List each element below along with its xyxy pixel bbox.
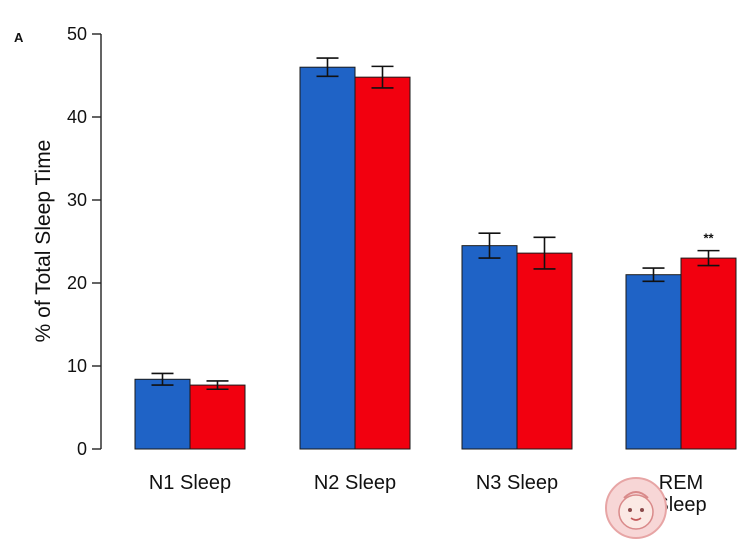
category-label: N2 Sleep xyxy=(314,472,396,494)
y-tick-label: 40 xyxy=(67,107,87,127)
bars xyxy=(134,66,737,450)
y-tick-label: 0 xyxy=(77,439,87,459)
error-bar xyxy=(206,380,229,391)
error-bar xyxy=(533,236,556,270)
y-tick-label: 10 xyxy=(67,356,87,376)
error-bar xyxy=(642,267,665,283)
category-label: REM Sleep xyxy=(655,472,706,516)
y-tick-label: 20 xyxy=(67,273,87,293)
significance-annotation: ** xyxy=(703,231,714,246)
category-label: N3 Sleep xyxy=(476,472,558,494)
category-labels: N1 Sleep N2 Sleep N3 Sleep REM Sleep xyxy=(149,472,707,516)
annotations: ** xyxy=(703,231,714,246)
bar xyxy=(625,274,682,450)
panel-label: A xyxy=(14,30,24,45)
category-label: N1 Sleep xyxy=(149,472,231,494)
error-bar xyxy=(316,57,339,78)
y-tick-label: 50 xyxy=(67,24,87,44)
error-bar xyxy=(151,372,174,386)
bar xyxy=(354,76,411,450)
error-bar xyxy=(478,232,501,259)
error-bar xyxy=(697,249,720,267)
y-axis-label: % of Total Sleep Time xyxy=(32,140,55,343)
bar xyxy=(461,245,518,450)
bar xyxy=(134,378,191,450)
watermark-logo xyxy=(605,477,667,539)
error-bars xyxy=(151,57,720,391)
y-tick-label: 30 xyxy=(67,190,87,210)
bar xyxy=(680,257,737,450)
error-bar xyxy=(371,65,394,89)
y-ticks: 0 10 20 30 40 50 xyxy=(67,24,101,459)
bar xyxy=(189,384,246,450)
bar xyxy=(299,66,356,450)
bar xyxy=(516,252,573,450)
